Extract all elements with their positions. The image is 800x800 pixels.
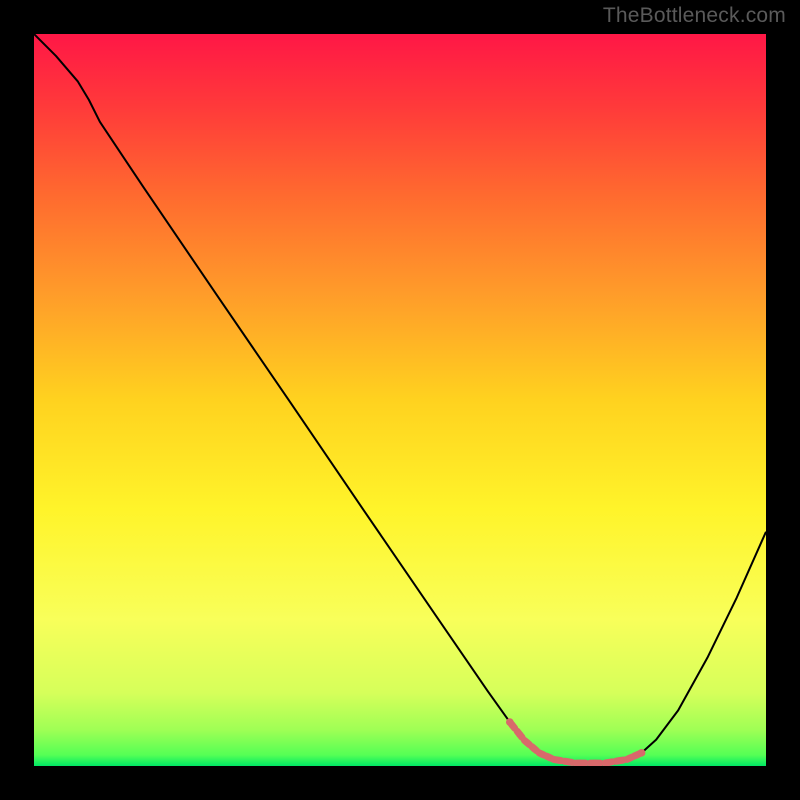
watermark-text: TheBottleneck.com [603, 4, 786, 28]
optimal-range-dash [520, 734, 522, 737]
optimal-range-dash [620, 760, 624, 761]
chart-plot-area [34, 34, 766, 766]
gradient-background [34, 34, 766, 766]
optimal-range-dash [557, 760, 561, 761]
optimal-range-dash [527, 742, 529, 744]
optimal-range-dash [534, 749, 536, 751]
optimal-range-endpoint [638, 749, 646, 757]
optimal-range-dash [568, 762, 572, 763]
optimal-range-dash [512, 725, 514, 728]
bottleneck-curve-chart [34, 34, 766, 766]
optimal-range-endpoint [506, 718, 514, 726]
optimal-range-dash [609, 762, 613, 763]
